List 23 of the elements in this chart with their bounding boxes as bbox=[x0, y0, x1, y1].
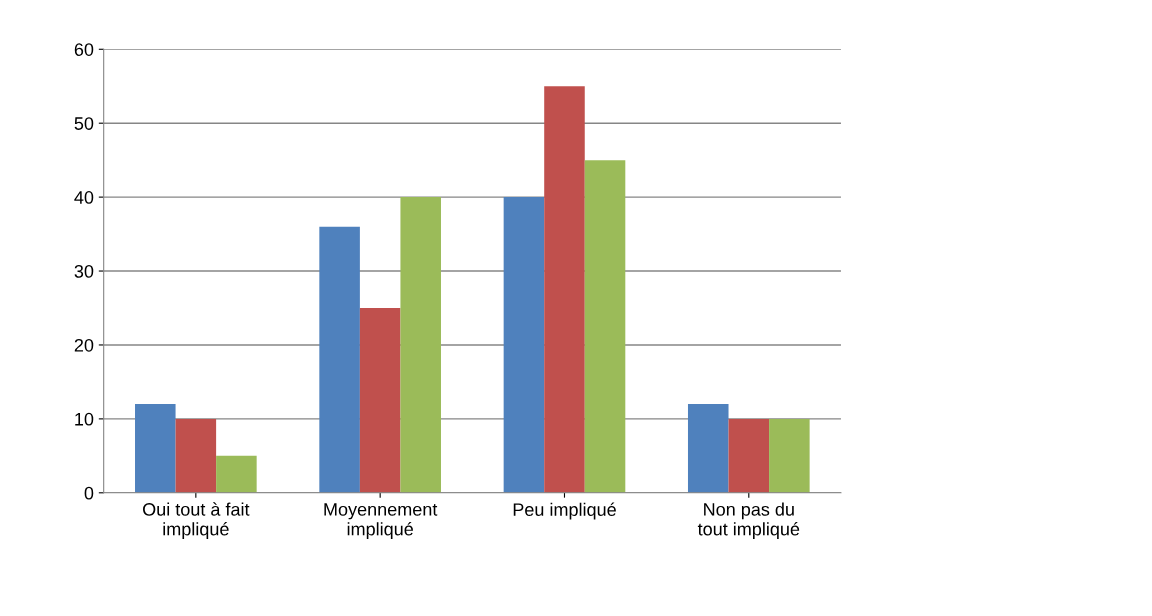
x-tick-label: Oui tout à fait impliqué bbox=[143, 502, 250, 540]
bar bbox=[769, 418, 810, 493]
x-tick-label: Peu impliqué bbox=[513, 502, 616, 520]
bar bbox=[359, 308, 401, 493]
x-tick-label: Non pas du tout impliqué bbox=[697, 502, 800, 540]
y-tick-label: 10 bbox=[75, 412, 94, 426]
bar bbox=[503, 197, 545, 493]
y-tick-label: 60 bbox=[74, 43, 94, 56]
bar bbox=[400, 197, 441, 493]
y-tick-label: 50 bbox=[74, 117, 94, 130]
bar bbox=[544, 86, 585, 493]
bar bbox=[319, 226, 360, 493]
x-tick-label: Moyennement impliqué bbox=[324, 503, 438, 540]
bar bbox=[584, 160, 626, 493]
y-tick-label: 0 bbox=[84, 486, 94, 500]
bar bbox=[135, 404, 176, 493]
y-tick-label: 30 bbox=[74, 264, 94, 278]
bar bbox=[687, 404, 729, 493]
y-tick-label: 40 bbox=[74, 191, 94, 204]
bar bbox=[216, 455, 257, 493]
y-tick-label: 20 bbox=[74, 338, 94, 352]
bar bbox=[728, 418, 770, 493]
bar bbox=[175, 418, 217, 493]
